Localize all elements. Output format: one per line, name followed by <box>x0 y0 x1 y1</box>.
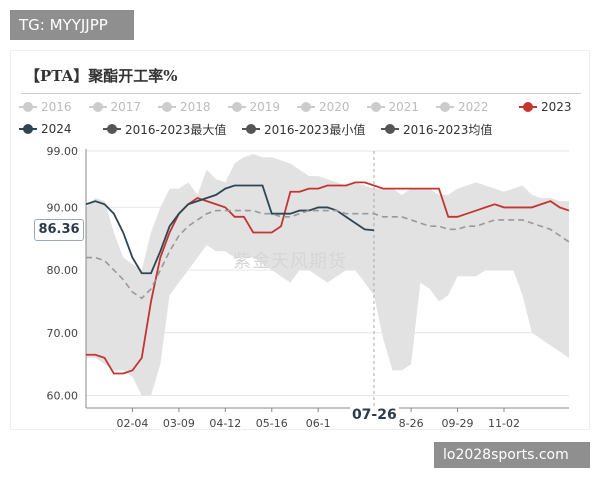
legend-label: 2016-2023最大值 <box>125 122 227 137</box>
series-line-2023 <box>86 181 570 375</box>
legend-label: 2017 <box>110 100 142 114</box>
x-tick-label: 04-12 <box>209 417 241 430</box>
legend-marker-icon <box>227 102 246 112</box>
crosshair-date-label: 07-26 <box>349 407 399 423</box>
legend-marker-icon <box>158 102 176 112</box>
legend-label: 2018 <box>180 100 211 114</box>
y-tick-label: 99.00 <box>47 145 79 158</box>
legend-label: 2021 <box>388 100 420 114</box>
x-tick-label: 11-02 <box>488 417 520 430</box>
legend-marker-icon <box>19 102 37 112</box>
legend-marker-icon <box>519 102 537 112</box>
legend-label: 2016-2023均值 <box>403 122 493 137</box>
series-line-2016-2023均值 <box>86 209 570 300</box>
x-tick-label: 05-16 <box>256 417 288 430</box>
legend-label: 2020 <box>319 100 350 114</box>
legend-item-2016-2023最大值[interactable]: 2016-2023最大值 <box>103 121 226 137</box>
x-tick-label: 03-09 <box>163 417 195 430</box>
y-tick-label: 60.00 <box>47 389 79 402</box>
legend-item-2018[interactable]: 2018 <box>158 99 211 115</box>
x-tick-label: 06-1 <box>306 417 331 430</box>
watermark-tag: TG: MYYJJPP <box>10 10 134 40</box>
x-tick-label: 02-04 <box>116 417 148 430</box>
legend-marker-icon <box>88 102 107 112</box>
legend-item-2016[interactable]: 2016 <box>19 99 72 115</box>
legend-item-2022[interactable]: 2022 <box>436 99 489 115</box>
legend-label: 2019 <box>249 100 281 114</box>
y-tick-label: 90.00 <box>47 201 79 214</box>
y-tick-label: 80.00 <box>47 264 79 277</box>
x-tick-label: 09-29 <box>442 417 474 430</box>
legend-item-2019[interactable]: 2019 <box>227 99 281 115</box>
legend-item-2016-2023均值[interactable]: 2016-2023均值 <box>381 121 492 137</box>
series-line-2024 <box>85 184 375 275</box>
legend-label: 2016 <box>41 100 72 114</box>
legend-label: 2022 <box>458 100 489 114</box>
legend-item-2020[interactable]: 2020 <box>297 99 350 115</box>
legend-item-2017[interactable]: 2017 <box>88 99 142 115</box>
chart-plot-area: 99.00 90.00 80.00 70.00 60.00 02-04 03-09 04-12… <box>47 145 570 430</box>
legend-item-2021[interactable]: 2021 <box>366 99 420 115</box>
legend-marker-icon <box>297 102 315 112</box>
legend-marker-icon <box>103 124 121 134</box>
legend-item-2016-2023最小值[interactable]: 2016-2023最小值 <box>242 121 365 137</box>
y-tick-label: 70.00 <box>47 327 79 340</box>
chart-legend: 2016 2017 2018 2019 2020 2021 2022 2023 2024 2016… <box>19 96 581 137</box>
legend-item-2024[interactable]: 2024 <box>19 121 72 137</box>
legend-item-2023[interactable]: 2023 <box>519 99 572 115</box>
legend-marker-icon <box>381 124 399 134</box>
x-tick-label: 8-26 <box>399 417 424 430</box>
chart-title: 【PTA】聚酯开工率% <box>25 67 178 85</box>
legend-marker-icon <box>436 102 454 112</box>
legend-marker-icon <box>19 124 37 134</box>
legend-label: 2016-2023最小值 <box>264 122 366 137</box>
current-value-label: 86.36 <box>34 219 84 242</box>
title-divider <box>21 93 581 94</box>
legend-label: 2023 <box>541 100 572 114</box>
chart-watermark: 紫金天风期货 <box>233 251 347 272</box>
legend-marker-icon <box>242 124 260 134</box>
legend-label: 2024 <box>41 122 72 136</box>
chart-card: 【PTA】聚酯开工率% 2016 2017 2018 2019 2020 2021 2022… <box>10 50 590 430</box>
legend-marker-icon <box>366 102 385 112</box>
footer-tag: lo2028sports.com <box>434 442 590 468</box>
